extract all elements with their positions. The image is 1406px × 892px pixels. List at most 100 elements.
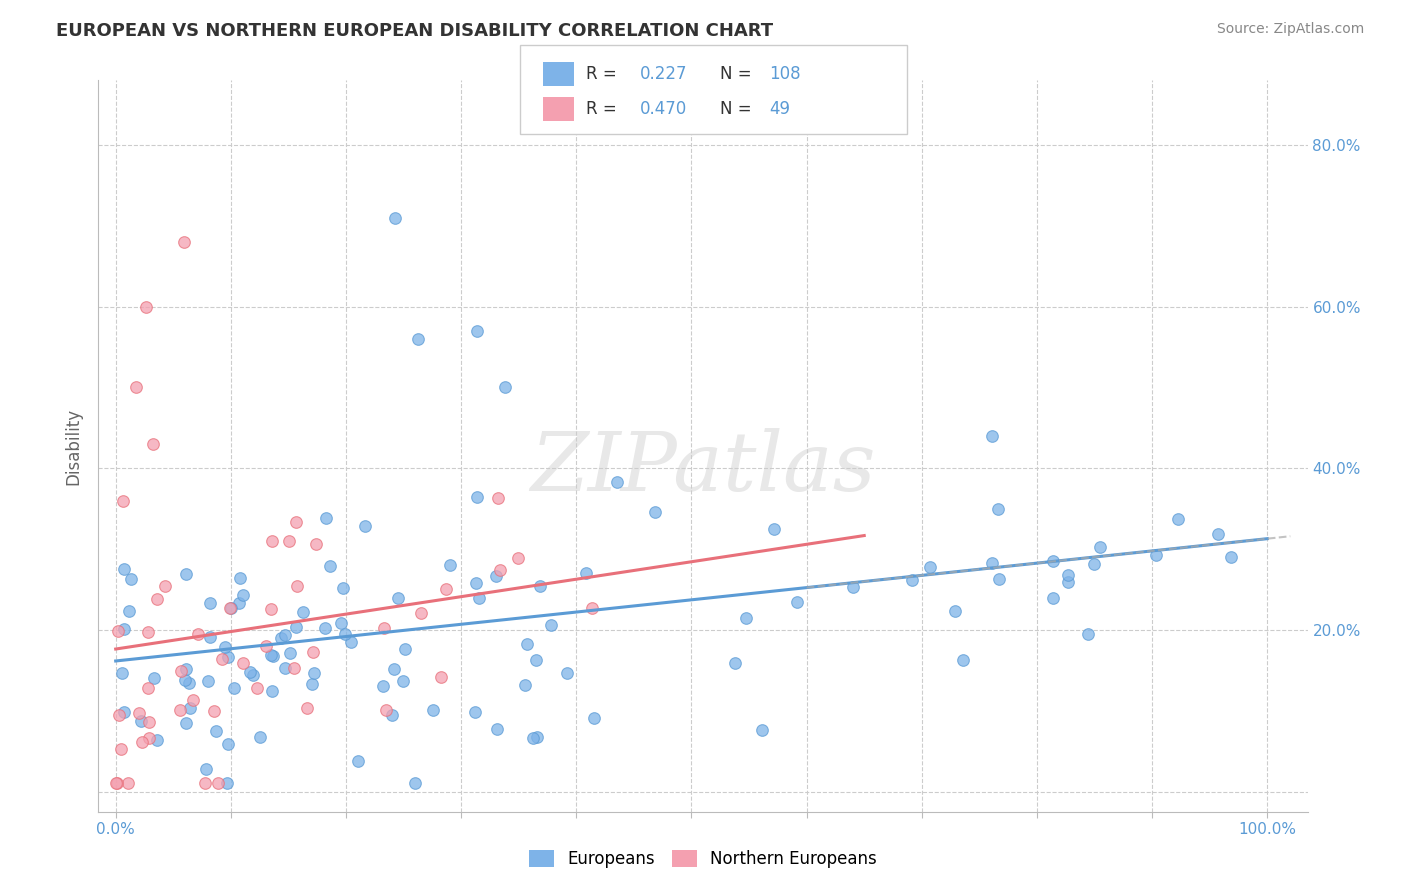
Point xyxy=(232,657,254,671)
Point xyxy=(214,640,236,655)
Point xyxy=(198,596,221,610)
Point xyxy=(217,776,239,790)
Point xyxy=(138,625,160,640)
Point xyxy=(104,776,127,790)
Point xyxy=(1167,511,1189,525)
Point xyxy=(249,731,271,745)
Point xyxy=(952,653,974,667)
Point xyxy=(135,300,157,314)
Point xyxy=(555,665,578,680)
Point xyxy=(169,703,191,717)
Text: ZIPatlas: ZIPatlas xyxy=(530,428,876,508)
Point xyxy=(136,681,159,696)
Point xyxy=(786,595,808,609)
Point xyxy=(242,668,264,682)
Point xyxy=(513,677,536,691)
Point xyxy=(374,703,396,717)
Point xyxy=(319,559,342,574)
Point xyxy=(373,621,395,635)
Point xyxy=(508,551,530,566)
Y-axis label: Disability: Disability xyxy=(65,408,83,484)
Point xyxy=(262,648,284,663)
Point xyxy=(112,562,135,576)
Point xyxy=(224,681,246,695)
Point xyxy=(125,380,148,394)
Point xyxy=(270,632,292,646)
Point xyxy=(943,604,966,618)
Point xyxy=(117,776,139,790)
Point xyxy=(382,661,405,675)
Point xyxy=(1219,549,1241,564)
Point xyxy=(901,574,924,588)
Point xyxy=(111,493,134,508)
Point xyxy=(105,776,128,790)
Point xyxy=(644,505,666,519)
Point xyxy=(254,640,277,654)
Point xyxy=(211,652,233,666)
Point xyxy=(918,559,941,574)
Point xyxy=(174,567,197,582)
Point xyxy=(273,661,295,675)
Point xyxy=(981,429,1004,443)
Point xyxy=(302,666,325,681)
Point xyxy=(146,592,169,607)
Point xyxy=(217,649,239,664)
Point xyxy=(1083,557,1105,571)
Point xyxy=(295,700,318,714)
Point xyxy=(373,679,395,693)
Point xyxy=(406,332,429,346)
Point xyxy=(391,673,413,688)
Point xyxy=(540,618,562,632)
Point xyxy=(516,637,538,651)
Point xyxy=(524,652,547,666)
Point xyxy=(1042,591,1064,605)
Point xyxy=(606,475,628,490)
Point xyxy=(107,624,129,638)
Point xyxy=(153,579,176,593)
Point xyxy=(724,656,747,670)
Point xyxy=(177,676,200,690)
Point xyxy=(174,673,197,688)
Point xyxy=(467,490,489,504)
Point xyxy=(465,324,488,338)
Point xyxy=(529,579,551,593)
Point xyxy=(735,611,758,625)
Point xyxy=(246,681,269,695)
Point xyxy=(315,511,337,525)
Text: R =: R = xyxy=(586,100,623,119)
Point xyxy=(581,601,603,615)
Point xyxy=(138,715,160,730)
Point xyxy=(1208,527,1230,541)
Point xyxy=(1057,568,1080,582)
Point xyxy=(439,558,461,572)
Point xyxy=(131,735,153,749)
Point xyxy=(118,604,141,618)
Point xyxy=(394,642,416,657)
Point xyxy=(108,707,131,722)
Point xyxy=(138,731,160,746)
Point xyxy=(112,622,135,636)
Point xyxy=(204,723,226,738)
Point xyxy=(198,631,221,645)
Point xyxy=(111,665,134,680)
Point xyxy=(987,501,1010,516)
Point xyxy=(228,596,250,610)
Point xyxy=(301,676,323,690)
Point xyxy=(387,591,409,606)
Point xyxy=(277,534,299,549)
Text: 0.470: 0.470 xyxy=(640,100,688,119)
Point xyxy=(354,518,377,533)
Point xyxy=(219,601,242,615)
Point xyxy=(340,634,363,648)
Point xyxy=(526,730,548,744)
Point xyxy=(842,581,865,595)
Point xyxy=(284,515,307,529)
Point xyxy=(283,661,305,675)
Point xyxy=(485,569,508,583)
Point xyxy=(486,491,509,505)
Point xyxy=(384,211,406,225)
Point xyxy=(278,646,301,660)
Point xyxy=(187,627,209,641)
Text: R =: R = xyxy=(586,64,623,83)
Point xyxy=(333,626,356,640)
